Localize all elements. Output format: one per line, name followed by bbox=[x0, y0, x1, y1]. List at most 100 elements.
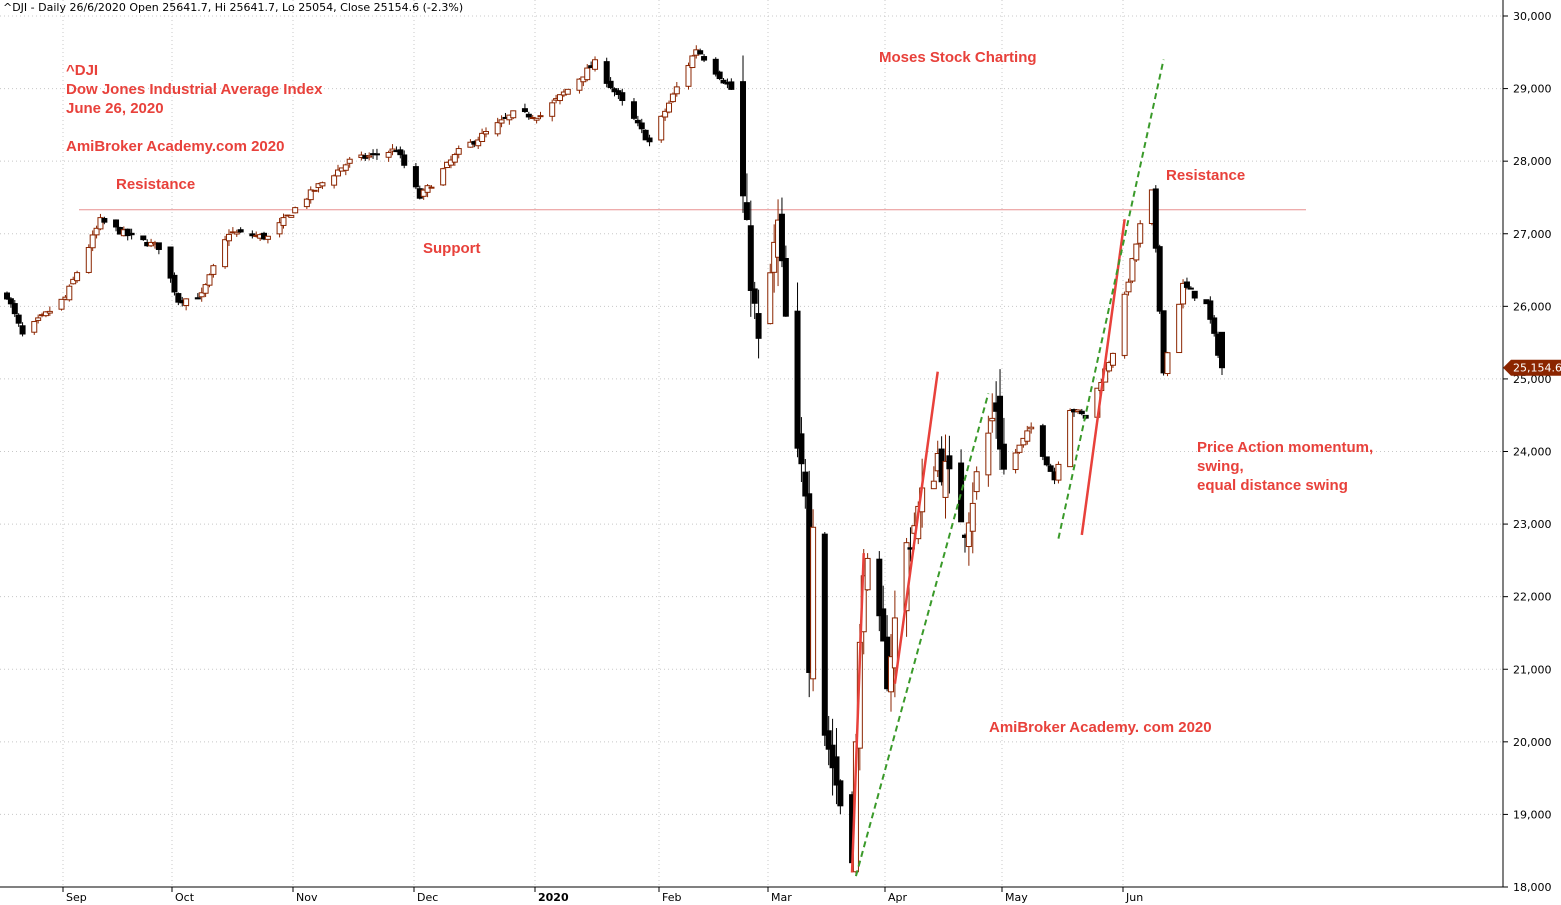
candle-up bbox=[89, 230, 96, 252]
candle-body bbox=[167, 246, 174, 279]
candle-body bbox=[778, 213, 785, 262]
candle-body bbox=[1137, 223, 1144, 244]
candle-body bbox=[638, 122, 645, 130]
candle-body bbox=[140, 235, 147, 241]
candle-down bbox=[113, 219, 120, 232]
candle-up bbox=[1164, 351, 1171, 377]
candle-body bbox=[1183, 281, 1190, 288]
candle-down bbox=[11, 300, 18, 317]
candle-up bbox=[584, 64, 591, 82]
candle-body bbox=[401, 154, 408, 166]
candle-body bbox=[607, 80, 614, 89]
candle-body bbox=[1016, 444, 1023, 453]
candle-up bbox=[303, 197, 310, 209]
candle-body bbox=[549, 102, 556, 117]
candle-up bbox=[97, 213, 104, 231]
candle-body bbox=[946, 455, 953, 470]
y-tick-label: 29,000 bbox=[1513, 83, 1552, 96]
candle-up bbox=[658, 115, 665, 143]
candle-body bbox=[1187, 287, 1194, 290]
candle-down bbox=[607, 77, 614, 90]
candle-down bbox=[712, 57, 719, 77]
candle-body bbox=[603, 61, 610, 84]
y-tick-label: 30,000 bbox=[1513, 10, 1552, 23]
candle-body bbox=[93, 227, 100, 236]
candle-body bbox=[307, 189, 314, 201]
candle-up bbox=[549, 99, 556, 122]
trendline-green-dashed bbox=[1057, 59, 1165, 539]
trendline-red bbox=[1080, 219, 1126, 536]
annotation-support: Support bbox=[423, 240, 481, 257]
last-price-badge bbox=[1503, 359, 1561, 376]
candle-up bbox=[206, 273, 213, 288]
candle-body bbox=[31, 321, 38, 333]
candle-body bbox=[510, 110, 517, 119]
candle-body bbox=[697, 50, 704, 55]
candle-down bbox=[825, 715, 832, 766]
candle-body bbox=[825, 730, 832, 750]
candle-up bbox=[1137, 220, 1144, 248]
candle-down bbox=[1152, 185, 1159, 253]
trendline-red bbox=[893, 371, 939, 684]
y-tick-label: 25,000 bbox=[1513, 373, 1552, 386]
candle-up bbox=[930, 466, 937, 490]
candle-down bbox=[728, 78, 735, 90]
candle-down bbox=[638, 118, 645, 134]
candle-body bbox=[997, 395, 1004, 450]
candle-body bbox=[97, 217, 104, 230]
candle-body bbox=[276, 222, 283, 235]
candle-body bbox=[202, 284, 209, 294]
y-tick-label: 19,000 bbox=[1513, 808, 1552, 821]
candle-body bbox=[331, 175, 338, 186]
candle-body bbox=[11, 303, 18, 315]
candle-body bbox=[428, 186, 435, 189]
candle-down bbox=[720, 77, 727, 84]
candle-down bbox=[837, 779, 844, 815]
candle-body bbox=[669, 93, 676, 103]
candle-down bbox=[821, 531, 828, 747]
candle-body bbox=[1133, 243, 1140, 261]
candle-up bbox=[451, 152, 458, 166]
annotation-date: June 26, 2020 bbox=[66, 100, 164, 117]
candle-body bbox=[292, 207, 299, 214]
candle-up bbox=[564, 88, 571, 95]
y-tick-label: 18,000 bbox=[1513, 881, 1552, 894]
candle-body bbox=[716, 71, 723, 80]
candle-up bbox=[767, 263, 774, 325]
candle-body bbox=[1106, 362, 1113, 372]
candle-body bbox=[70, 278, 77, 285]
candle-body bbox=[424, 185, 431, 193]
candle-body bbox=[521, 108, 528, 113]
candle-up bbox=[225, 229, 232, 246]
annotation-symbol: ^DJI bbox=[66, 62, 99, 79]
candle-up bbox=[864, 553, 871, 591]
candle-body bbox=[455, 148, 462, 155]
candle-up bbox=[331, 174, 338, 189]
candle-body bbox=[1078, 410, 1085, 415]
candle-up bbox=[319, 181, 326, 190]
candle-body bbox=[619, 92, 626, 102]
candle-up bbox=[35, 314, 42, 324]
candle-body bbox=[584, 67, 591, 81]
candle-up bbox=[455, 145, 462, 159]
candle-body bbox=[1047, 465, 1054, 472]
candle-body bbox=[1176, 303, 1183, 354]
annotation-index-name: Dow Jones Industrial Average Index bbox=[66, 81, 323, 98]
candle-body bbox=[74, 272, 81, 282]
candle-down bbox=[634, 115, 641, 127]
candle-body bbox=[537, 115, 544, 118]
candle-up bbox=[1067, 408, 1074, 468]
last-price-label: 25,154.6 bbox=[1513, 362, 1561, 375]
candle-up bbox=[576, 78, 583, 94]
candle-down bbox=[401, 150, 408, 169]
candle-up bbox=[1028, 422, 1035, 434]
candle-up bbox=[183, 298, 190, 311]
candle-up bbox=[498, 115, 505, 128]
candle-down bbox=[743, 173, 750, 221]
annotation-price-action-2: swing, bbox=[1197, 458, 1244, 475]
candle-body bbox=[794, 310, 801, 449]
candle-up bbox=[810, 509, 817, 692]
candle-up bbox=[1133, 243, 1140, 263]
candle-body bbox=[958, 462, 965, 523]
candle-body bbox=[564, 88, 571, 95]
